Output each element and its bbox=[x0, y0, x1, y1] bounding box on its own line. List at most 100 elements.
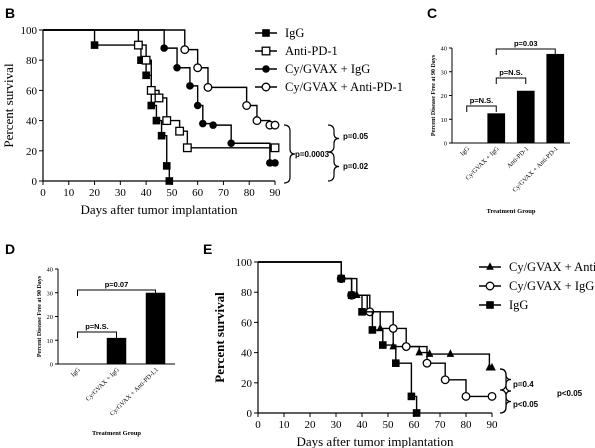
x-axis-label: Treatment Group bbox=[92, 430, 141, 437]
significance-bracket-0 bbox=[77, 331, 117, 338]
x-axis-label: Days after tumor implantation bbox=[296, 434, 454, 448]
data-point-1-7 bbox=[182, 143, 192, 153]
data-point-1-4 bbox=[154, 93, 164, 103]
panel-label-c: C bbox=[427, 5, 437, 21]
category-label-0: IgG bbox=[70, 366, 82, 378]
data-point-2-7 bbox=[407, 392, 416, 401]
data-point-2-1 bbox=[337, 274, 345, 283]
data-point-2-6 bbox=[209, 121, 217, 129]
legend-label-1: Cy/GVAX + IgG bbox=[509, 279, 594, 293]
y-axis-label: Percent Disease Free at 90 Days bbox=[37, 275, 43, 357]
significance-bracket-1 bbox=[495, 77, 527, 84]
data-point-1-2 bbox=[141, 55, 151, 65]
data-point-0-8 bbox=[446, 349, 455, 357]
x-tick-label: 70 bbox=[435, 419, 447, 431]
y-tick-label: 20 bbox=[441, 93, 448, 100]
data-point-3-2 bbox=[193, 63, 203, 73]
x-tick-label: 90 bbox=[487, 419, 499, 431]
p-value-overall: p<0.05 bbox=[557, 389, 583, 398]
panel-label-b: B bbox=[5, 5, 15, 21]
data-point-2-3 bbox=[358, 308, 366, 316]
data-point-3-4 bbox=[242, 101, 252, 110]
x-tick-label: 20 bbox=[305, 419, 317, 431]
x-tick-label: 70 bbox=[218, 187, 230, 199]
y-tick-label: 40 bbox=[26, 116, 38, 128]
y-tick-label: 0 bbox=[247, 408, 253, 420]
y-tick-label: 30 bbox=[441, 69, 448, 76]
p-value-lower: p=0.02 bbox=[343, 162, 369, 171]
p-value-1: p=N.S. bbox=[499, 68, 523, 77]
y-tick-label: 100 bbox=[236, 257, 253, 269]
p-value-brace-upper bbox=[327, 124, 340, 153]
data-point-1-7 bbox=[440, 375, 450, 385]
data-point-0-6 bbox=[157, 131, 166, 140]
panel-label-d: D bbox=[5, 241, 15, 257]
y-tick-label: 0 bbox=[444, 141, 447, 148]
data-point-1-5 bbox=[162, 116, 172, 126]
significance-bracket-1 bbox=[77, 289, 156, 296]
y-tick-label: 60 bbox=[241, 317, 253, 329]
data-point-1-5 bbox=[401, 342, 411, 352]
x-tick-label: 50 bbox=[166, 187, 178, 199]
data-point-2-6 bbox=[392, 359, 400, 367]
y-axis-label: Percent survival bbox=[1, 63, 16, 148]
p-value-brace-outer bbox=[283, 124, 296, 184]
legend-marker-1 bbox=[261, 46, 271, 56]
data-point-2-5 bbox=[379, 341, 387, 349]
x-tick-label: 50 bbox=[383, 419, 395, 431]
legend-marker-0 bbox=[262, 29, 270, 37]
y-tick-label: 10 bbox=[441, 117, 448, 124]
data-point-3-7 bbox=[270, 120, 280, 130]
data-point-3-3 bbox=[203, 82, 213, 92]
y-tick-label: 80 bbox=[241, 287, 253, 299]
data-point-1-8 bbox=[461, 391, 471, 401]
p-value-brace-lower bbox=[327, 151, 340, 182]
data-point-2-7 bbox=[227, 139, 235, 148]
legend-marker-2 bbox=[486, 301, 494, 309]
p-value-brace-upper bbox=[499, 368, 512, 391]
data-point-0-4 bbox=[147, 101, 156, 110]
series-line-1 bbox=[43, 29, 275, 149]
x-tick-label: 20 bbox=[89, 187, 101, 199]
data-point-1-3 bbox=[146, 85, 156, 95]
y-tick-label: 20 bbox=[47, 314, 54, 321]
series-line-3 bbox=[43, 29, 275, 126]
y-tick-label: 80 bbox=[26, 55, 38, 67]
data-point-2-2 bbox=[173, 63, 181, 72]
legend-marker-0 bbox=[486, 262, 494, 270]
bar-1 bbox=[106, 337, 127, 364]
bar-2 bbox=[145, 292, 166, 364]
category-label-2: Anti-PD-1 bbox=[506, 145, 530, 169]
p-value-upper: p=0.4 bbox=[513, 380, 534, 389]
x-tick-label: 30 bbox=[331, 419, 343, 431]
p-value-0: p=N.S. bbox=[470, 96, 494, 105]
legend-label-3: Cy/GVAX + Anti-PD-1 bbox=[285, 80, 403, 94]
data-point-2-5 bbox=[199, 119, 207, 128]
legend-label-1: Anti-PD-1 bbox=[285, 44, 338, 58]
y-tick-label: 40 bbox=[47, 267, 54, 274]
data-point-1-9 bbox=[487, 391, 497, 401]
p-value-overall: p=0.0003 bbox=[295, 150, 330, 159]
x-tick-label: 60 bbox=[409, 419, 421, 431]
y-tick-label: 100 bbox=[21, 25, 38, 37]
y-tick-label: 60 bbox=[26, 85, 38, 97]
bar-3 bbox=[546, 53, 565, 143]
bar-2 bbox=[516, 90, 535, 143]
x-axis-label: Treatment Group bbox=[487, 208, 536, 215]
data-point-0-1 bbox=[90, 41, 99, 49]
p-value-lower: p<0.05 bbox=[513, 400, 539, 409]
significance-bracket-0 bbox=[466, 105, 497, 112]
x-tick-label: 40 bbox=[357, 419, 369, 431]
x-tick-label: 40 bbox=[141, 187, 153, 199]
legend-label-2: Cy/GVAX + IgG bbox=[285, 62, 370, 76]
legend-label-0: IgG bbox=[285, 26, 304, 40]
x-tick-label: 0 bbox=[255, 419, 261, 431]
panel-B-survival-chart: 0 20 40 60 80 100 0 10 20 30 40 50 60 70 80 90 Days afte… bbox=[1, 25, 403, 217]
legend-marker-3 bbox=[261, 82, 271, 92]
x-tick-label: 80 bbox=[461, 419, 473, 431]
data-point-0-2 bbox=[137, 56, 145, 64]
data-point-3-1 bbox=[180, 45, 190, 55]
p-value-0: p=N.S. bbox=[85, 322, 109, 331]
